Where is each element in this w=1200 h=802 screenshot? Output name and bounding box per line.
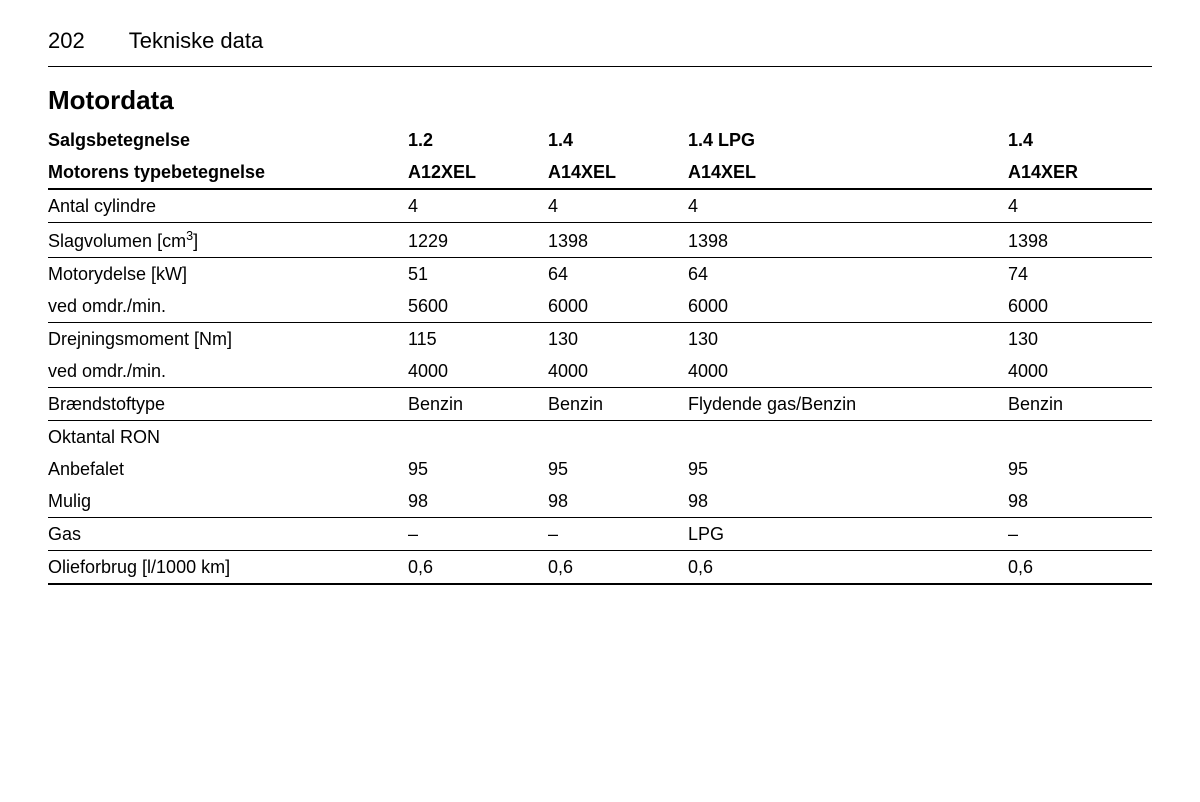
cell-value: 95 [1008,453,1152,485]
cell-value: Benzin [408,388,548,421]
header-engine-1: A12XEL [408,156,548,189]
cell-label: Motorydelse [kW] [48,258,408,291]
row-gas: Gas – – LPG – [48,518,1152,551]
cell-label: Anbefalet [48,453,408,485]
page-number: 202 [48,28,85,54]
cell-value: 64 [548,258,688,291]
row-octane-header: Oktantal RON [48,421,1152,454]
cell-label: Mulig [48,485,408,518]
header-sales-label: Salgsbetegnelse [48,124,408,156]
cell-value: 64 [688,258,1008,291]
header-row-sales: Salgsbetegnelse 1.2 1.4 1.4 LPG 1.4 [48,124,1152,156]
cell-value: 0,6 [1008,551,1152,585]
cell-value: 95 [688,453,1008,485]
cell-label: ved omdr./min. [48,290,408,323]
cell-value: 4 [548,189,688,223]
cell-value: 4000 [1008,355,1152,388]
header-engine-label: Motorens typebetegnelse [48,156,408,189]
cell-label: Drejningsmoment [Nm] [48,323,408,356]
cell-value: Flydende gas/Benzin [688,388,1008,421]
cell-value: 1398 [548,223,688,258]
page-header: 202 Tekniske data [48,28,1152,67]
engine-data-table: Salgsbetegnelse 1.2 1.4 1.4 LPG 1.4 Moto… [48,124,1152,585]
row-oil: Olieforbrug [l/1000 km] 0,6 0,6 0,6 0,6 [48,551,1152,585]
row-displacement: Slagvolumen [cm3] 1229 1398 1398 1398 [48,223,1152,258]
cell-value: 98 [1008,485,1152,518]
header-sales-3: 1.4 LPG [688,124,1008,156]
cell-value: 115 [408,323,548,356]
cell-value: 4000 [548,355,688,388]
cell-label: Gas [48,518,408,551]
cell-label: Oktantal RON [48,421,408,454]
cell-value: Benzin [1008,388,1152,421]
cell-value: 4000 [408,355,548,388]
cell-value: 4000 [688,355,1008,388]
cell-value: 0,6 [688,551,1008,585]
cell-value: 6000 [548,290,688,323]
cell-value: 98 [688,485,1008,518]
table-title: Motordata [48,85,1152,116]
cell-value: 1398 [688,223,1008,258]
cell-value: 5600 [408,290,548,323]
cell-value: 6000 [688,290,1008,323]
cell-value: 0,6 [408,551,548,585]
cell-value: 95 [548,453,688,485]
header-engine-4: A14XER [1008,156,1152,189]
cell-label: Olieforbrug [l/1000 km] [48,551,408,585]
header-engine-3: A14XEL [688,156,1008,189]
cell-value: 4 [688,189,1008,223]
cell-value: 74 [1008,258,1152,291]
cell-value: LPG [688,518,1008,551]
cell-value: 4 [408,189,548,223]
row-octane-rec: Anbefalet 95 95 95 95 [48,453,1152,485]
header-row-engine: Motorens typebetegnelse A12XEL A14XEL A1… [48,156,1152,189]
section-title: Tekniske data [129,28,264,54]
cell-value: – [1008,518,1152,551]
cell-label: ved omdr./min. [48,355,408,388]
cell-value: 4 [1008,189,1152,223]
row-fuel: Brændstoftype Benzin Benzin Flydende gas… [48,388,1152,421]
row-torque-rpm: ved omdr./min. 4000 4000 4000 4000 [48,355,1152,388]
cell-value: 98 [548,485,688,518]
cell-value: 6000 [1008,290,1152,323]
cell-value: 130 [1008,323,1152,356]
cell-label: Brændstoftype [48,388,408,421]
header-sales-1: 1.2 [408,124,548,156]
cell-value: 130 [688,323,1008,356]
cell-value: – [548,518,688,551]
cell-value: 1229 [408,223,548,258]
header-engine-2: A14XEL [548,156,688,189]
cell-value: 98 [408,485,548,518]
header-sales-2: 1.4 [548,124,688,156]
cell-label: Antal cylindre [48,189,408,223]
row-power-rpm: ved omdr./min. 5600 6000 6000 6000 [48,290,1152,323]
row-cylinders: Antal cylindre 4 4 4 4 [48,189,1152,223]
row-octane-pos: Mulig 98 98 98 98 [48,485,1152,518]
cell-value: 51 [408,258,548,291]
row-torque: Drejningsmoment [Nm] 115 130 130 130 [48,323,1152,356]
row-power: Motorydelse [kW] 51 64 64 74 [48,258,1152,291]
cell-value: 95 [408,453,548,485]
cell-value: Benzin [548,388,688,421]
cell-label: Slagvolumen [cm3] [48,223,408,258]
cell-value: 130 [548,323,688,356]
cell-value: 0,6 [548,551,688,585]
cell-value: 1398 [1008,223,1152,258]
header-sales-4: 1.4 [1008,124,1152,156]
cell-value: – [408,518,548,551]
